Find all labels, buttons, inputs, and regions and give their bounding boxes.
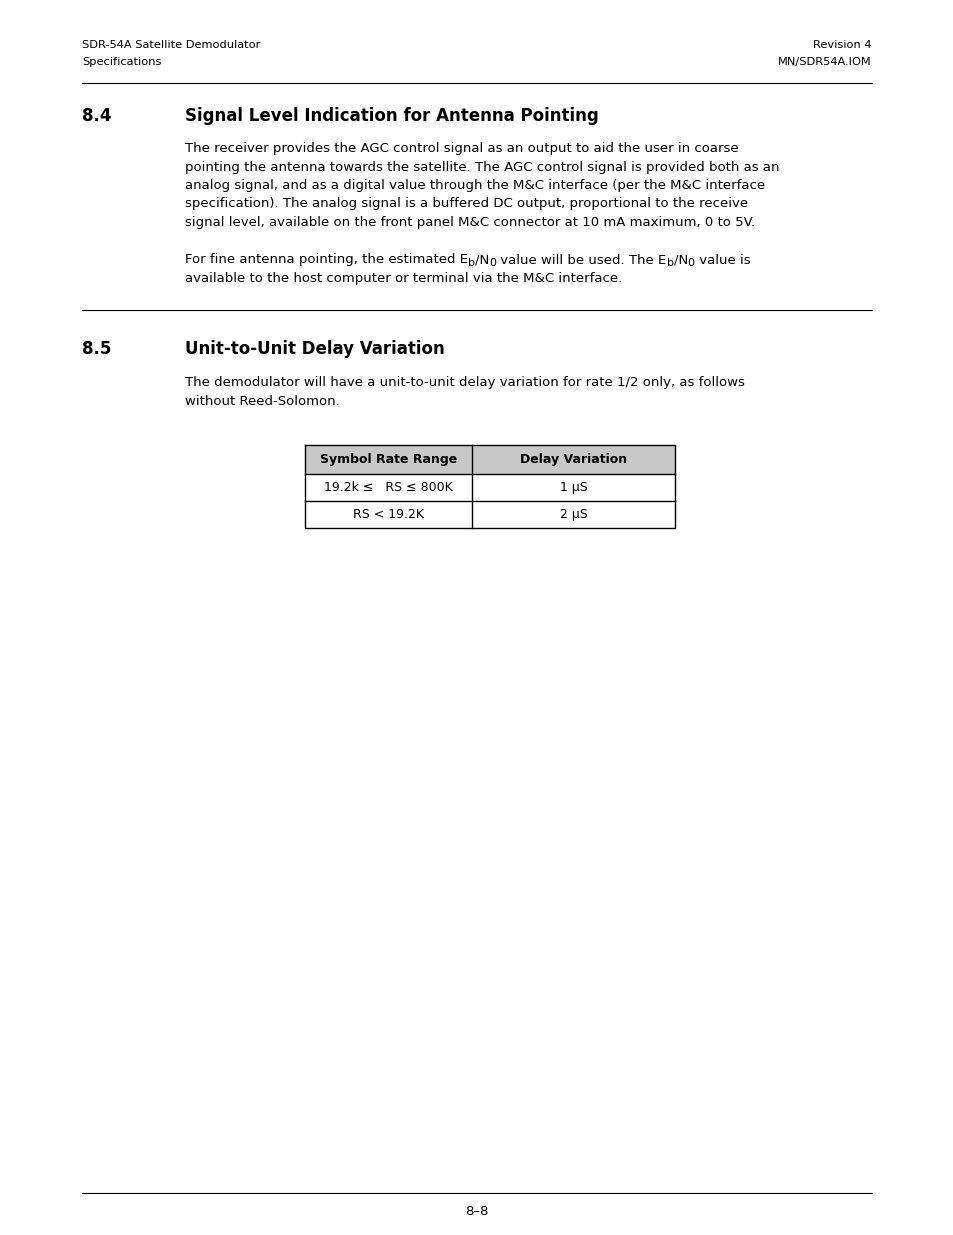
Text: /N: /N	[475, 253, 489, 267]
Text: signal level, available on the front panel M&C connector at 10 mA maximum, 0 to : signal level, available on the front pan…	[185, 216, 755, 228]
Text: 8.4: 8.4	[82, 107, 112, 125]
Text: value is: value is	[694, 253, 750, 267]
Text: MN/SDR54A.IOM: MN/SDR54A.IOM	[778, 57, 871, 67]
Text: 2 μS: 2 μS	[559, 508, 587, 520]
Text: /N: /N	[673, 253, 687, 267]
Text: value will be used. The E: value will be used. The E	[496, 253, 666, 267]
Text: 8.5: 8.5	[82, 340, 112, 358]
Text: SDR-54A Satellite Demodulator: SDR-54A Satellite Demodulator	[82, 40, 260, 49]
Bar	[305, 445, 675, 473]
Text: 8–8: 8–8	[465, 1205, 488, 1218]
Text: 0: 0	[489, 258, 496, 268]
Text: b: b	[468, 258, 475, 268]
Text: available to the host computer or terminal via the M&C interface.: available to the host computer or termin…	[185, 272, 621, 285]
Text: 19.2k ≤   RS ≤ 800K: 19.2k ≤ RS ≤ 800K	[324, 480, 453, 494]
Text: 1 μS: 1 μS	[559, 480, 587, 494]
Text: The receiver provides the AGC control signal as an output to aid the user in coa: The receiver provides the AGC control si…	[185, 142, 738, 156]
Text: specification). The analog signal is a buffered DC output, proportional to the r: specification). The analog signal is a b…	[185, 198, 747, 210]
Text: RS < 19.2K: RS < 19.2K	[353, 508, 423, 520]
Text: Signal Level Indication for Antenna Pointing: Signal Level Indication for Antenna Poin…	[185, 107, 598, 125]
Text: pointing the antenna towards the satellite. The AGC control signal is provided b: pointing the antenna towards the satelli…	[185, 161, 779, 173]
Text: For fine antenna pointing, the estimated E: For fine antenna pointing, the estimated…	[185, 253, 468, 267]
Text: without Reed-Solomon.: without Reed-Solomon.	[185, 394, 339, 408]
Text: b: b	[666, 258, 673, 268]
Text: The demodulator will have a unit-to-unit delay variation for rate 1/2 only, as f: The demodulator will have a unit-to-unit…	[185, 375, 744, 389]
Text: Delay Variation: Delay Variation	[519, 453, 626, 466]
Text: Specifications: Specifications	[82, 57, 161, 67]
Text: 0: 0	[687, 258, 694, 268]
Text: analog signal, and as a digital value through the M&C interface (per the M&C int: analog signal, and as a digital value th…	[185, 179, 764, 191]
Text: Symbol Rate Range: Symbol Rate Range	[319, 453, 456, 466]
Text: Unit-to-Unit Delay Variation: Unit-to-Unit Delay Variation	[185, 340, 444, 358]
Text: Revision 4: Revision 4	[813, 40, 871, 49]
